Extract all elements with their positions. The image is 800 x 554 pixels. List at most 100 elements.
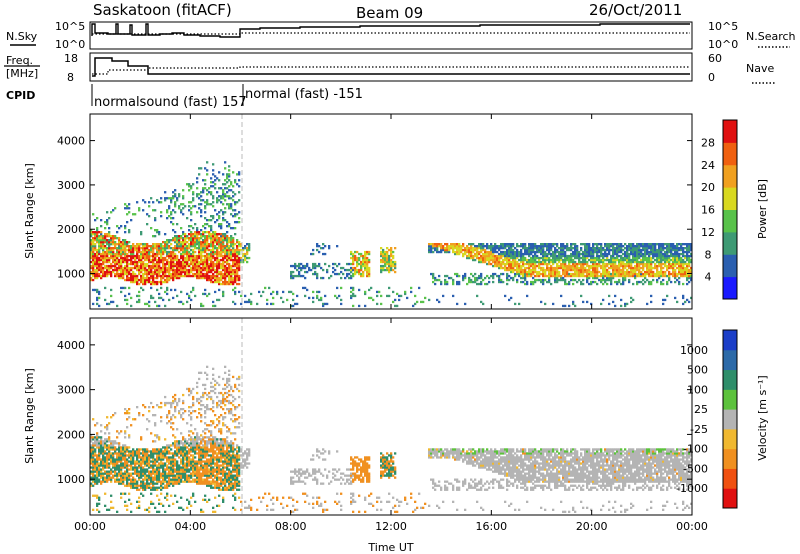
scatter-cell bbox=[522, 274, 525, 278]
scatter-cell bbox=[112, 464, 115, 467]
scatter-cell bbox=[530, 245, 533, 248]
scatter-cell bbox=[522, 243, 525, 246]
scatter-cell bbox=[492, 276, 495, 280]
scatter-cell bbox=[396, 292, 399, 296]
scatter-cell bbox=[216, 254, 219, 258]
scatter-cell bbox=[204, 272, 207, 276]
scatter-cell bbox=[104, 442, 107, 445]
scatter-cell bbox=[132, 243, 135, 246]
scatter-cell bbox=[298, 272, 301, 276]
scatter-cell bbox=[670, 250, 673, 254]
scatter-cell bbox=[530, 262, 533, 266]
scatter-cell bbox=[564, 250, 567, 254]
scatter-cell bbox=[238, 245, 241, 248]
scatter-cell bbox=[556, 254, 559, 258]
scatter-cell bbox=[152, 266, 155, 270]
scatter-cell bbox=[594, 256, 597, 260]
scatter-cell bbox=[96, 458, 99, 461]
scatter-cell bbox=[436, 278, 439, 282]
scatter-cell bbox=[472, 274, 475, 278]
scatter-cell bbox=[226, 274, 229, 278]
nsky-tick-bottom: 10^0 bbox=[55, 38, 85, 51]
scatter-cell bbox=[122, 462, 125, 465]
scatter-cell bbox=[136, 456, 139, 459]
scatter-cell bbox=[108, 474, 111, 477]
scatter-cell bbox=[172, 195, 175, 198]
scatter-cell bbox=[352, 262, 355, 266]
scatter-cell bbox=[380, 264, 383, 268]
scatter-cell bbox=[148, 474, 151, 477]
scatter-cell bbox=[476, 256, 479, 260]
scatter-cell bbox=[544, 262, 547, 266]
scatter-cell bbox=[102, 458, 105, 461]
scatter-cell bbox=[494, 258, 497, 262]
scatter-cell bbox=[634, 258, 637, 262]
scatter-cell bbox=[546, 266, 549, 270]
scatter-cell bbox=[98, 454, 101, 457]
scatter-cell bbox=[442, 245, 445, 248]
scatter-cell bbox=[542, 278, 545, 282]
scatter-cell bbox=[114, 450, 117, 453]
scatter-cell bbox=[540, 300, 543, 304]
scatter-cell bbox=[118, 460, 121, 463]
scatter-cell bbox=[524, 245, 527, 248]
scatter-cell bbox=[596, 282, 599, 286]
power-colorbar-tick: 8 bbox=[705, 248, 712, 261]
scatter-cell bbox=[636, 266, 639, 270]
scatter-cell bbox=[630, 264, 633, 268]
scatter-cell bbox=[182, 248, 185, 252]
scatter-cell bbox=[174, 189, 177, 192]
scatter-cell bbox=[220, 262, 223, 266]
scatter-cell bbox=[184, 266, 187, 270]
scatter-cell bbox=[678, 243, 681, 246]
scatter-cell bbox=[106, 252, 109, 256]
scatter-cell bbox=[146, 486, 149, 489]
scatter-cell bbox=[126, 484, 129, 487]
scatter-cell bbox=[522, 252, 525, 256]
scatter-cell bbox=[168, 264, 171, 268]
scatter-cell bbox=[584, 248, 587, 252]
scatter-cell bbox=[174, 237, 177, 240]
scatter-cell bbox=[200, 203, 203, 206]
scatter-cell bbox=[94, 288, 97, 292]
scatter-cell bbox=[100, 276, 103, 280]
scatter-cell bbox=[146, 476, 149, 479]
scatter-cell bbox=[344, 276, 347, 280]
scatter-cell bbox=[124, 448, 127, 451]
scatter-cell bbox=[138, 472, 141, 475]
scatter-cell bbox=[688, 264, 691, 268]
scatter-cell bbox=[170, 252, 173, 256]
scatter-cell bbox=[354, 254, 357, 258]
scatter-cell bbox=[98, 450, 101, 453]
scatter-cell bbox=[228, 205, 231, 208]
scatter-cell bbox=[228, 252, 231, 256]
scatter-cell bbox=[532, 256, 535, 260]
scatter-cell bbox=[92, 241, 95, 244]
scatter-cell bbox=[230, 274, 233, 278]
scatter-cell bbox=[386, 250, 389, 254]
scatter-cell bbox=[228, 272, 231, 276]
scatter-cell bbox=[154, 488, 157, 491]
scatter-cell bbox=[146, 464, 149, 467]
scatter-cell bbox=[464, 252, 467, 256]
scatter-cell bbox=[562, 243, 565, 246]
scatter-cell bbox=[146, 262, 149, 266]
scatter-cell bbox=[592, 260, 595, 264]
scatter-cell bbox=[562, 268, 565, 272]
scatter-cell bbox=[194, 250, 197, 254]
scatter-cell bbox=[656, 250, 659, 254]
scatter-cell bbox=[166, 245, 169, 248]
scatter-cell bbox=[126, 480, 129, 483]
scatter-cell bbox=[134, 468, 137, 471]
scatter-cell bbox=[276, 290, 279, 294]
scatter-cell bbox=[216, 278, 219, 282]
scatter-cell bbox=[190, 260, 193, 264]
scatter-cell bbox=[684, 254, 687, 258]
scatter-cell bbox=[156, 454, 159, 457]
scatter-cell bbox=[216, 272, 219, 276]
scatter-cell bbox=[116, 448, 119, 451]
scatter-cell bbox=[390, 247, 393, 250]
scatter-cell bbox=[94, 452, 97, 455]
scatter-cell bbox=[126, 448, 129, 451]
scatter-cell bbox=[220, 245, 223, 248]
